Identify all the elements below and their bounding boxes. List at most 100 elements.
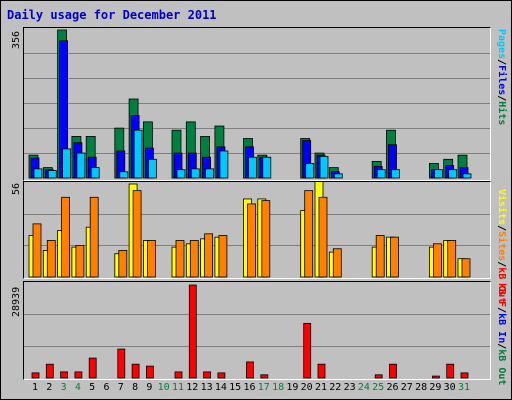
day-label: 12 <box>186 382 199 393</box>
day-label: 28 <box>415 382 428 393</box>
bar-pages <box>119 171 129 179</box>
bar-sites <box>390 236 399 278</box>
legend-top: Pages/Files/Hits <box>496 29 507 125</box>
bar-kbf <box>74 371 83 379</box>
bar-kbf <box>303 322 312 379</box>
day-label: 6 <box>103 382 110 393</box>
legend-entry: Files <box>496 65 507 96</box>
day-label: 16 <box>243 382 256 393</box>
bar-kbf <box>45 363 54 379</box>
kbytes-chart <box>24 284 490 379</box>
bar-kbf <box>260 374 269 379</box>
day-label: 18 <box>272 382 285 393</box>
bar-kbf <box>60 371 68 379</box>
bar-kbf <box>317 363 326 379</box>
bar-kbf <box>389 363 397 379</box>
bar-kbf <box>131 363 140 379</box>
day-label: 10 <box>157 382 170 393</box>
day-label: 30 <box>443 382 456 393</box>
bar-sites <box>147 240 156 278</box>
day-label: 4 <box>74 382 81 393</box>
chart-title: Daily usage for December 2011 <box>7 8 217 22</box>
bar-sites <box>332 248 342 278</box>
legend-entry: kB Out <box>496 349 507 386</box>
y-max-label-bot: 28939 <box>11 286 22 317</box>
bar-pages <box>176 169 186 179</box>
bar-sites <box>318 196 328 278</box>
bar-sites <box>46 240 56 278</box>
day-label: 29 <box>429 382 442 393</box>
hits-panel <box>23 27 491 181</box>
bar-pages <box>219 150 229 179</box>
day-label: 20 <box>300 382 313 393</box>
day-label: 3 <box>60 382 67 393</box>
day-label: 11 <box>171 382 185 393</box>
bar-sites <box>175 240 185 278</box>
bar-sites <box>89 196 99 278</box>
day-label: 15 <box>229 382 242 393</box>
day-label: 5 <box>89 382 96 393</box>
legend-entry: Hits <box>496 101 507 126</box>
bar-sites <box>261 200 271 278</box>
bar-kbf <box>188 284 197 379</box>
bar-pages <box>47 170 57 179</box>
bar-kbf <box>431 375 440 379</box>
bar-pages <box>76 152 86 179</box>
bar-sites <box>75 245 85 278</box>
bar-pages <box>248 156 257 179</box>
day-label: 2 <box>46 382 53 393</box>
day-label: 19 <box>286 382 299 393</box>
bar-sites <box>61 196 70 278</box>
y-max-label-mid: 56 <box>11 182 22 195</box>
bar-sites <box>189 240 199 278</box>
bar-sites <box>375 235 385 278</box>
kbytes-panel <box>23 281 491 380</box>
bar-pages <box>262 156 272 179</box>
day-label: 1 <box>31 382 39 393</box>
bar-sites <box>461 258 471 278</box>
bar-sites <box>304 190 314 278</box>
bar-pages <box>148 158 157 179</box>
bar-pages <box>391 169 400 179</box>
bar-pages <box>305 163 315 179</box>
bar-kbf <box>460 372 469 379</box>
bar-pages <box>433 169 443 179</box>
day-label: 26 <box>386 382 399 393</box>
bar-sites <box>32 223 42 278</box>
bar-kbf <box>88 357 97 379</box>
day-axis: 1 2 3 4 5 6 7 8 9 10 11 12 13 14 15 16 17 18 19 20 21 22 23 24 2… <box>23 382 489 396</box>
bar-kbf <box>174 371 183 379</box>
bar-pages <box>333 173 343 179</box>
day-label: 22 <box>329 382 342 393</box>
bar-pages <box>376 169 386 179</box>
legend-entry: Visits <box>496 189 507 226</box>
bar-kbf <box>203 371 212 379</box>
bar-pages <box>33 168 43 179</box>
bar-sites <box>204 233 214 278</box>
day-label: 23 <box>343 382 356 393</box>
bar-sites <box>218 235 228 278</box>
day-label: 25 <box>372 382 385 393</box>
y-max-label-top: 356 <box>11 30 22 49</box>
day-label: 31 <box>457 382 471 393</box>
bar-kbf <box>246 361 254 379</box>
bar-kbf <box>217 372 226 379</box>
bar-pages <box>62 148 71 179</box>
hits-chart <box>24 29 490 179</box>
bar-pages <box>462 173 472 179</box>
bar-sites <box>118 250 128 278</box>
day-label: 24 <box>357 382 370 393</box>
day-label: 17 <box>257 382 270 393</box>
visits-panel <box>23 181 491 279</box>
bar-sites <box>447 240 457 278</box>
bar-sites <box>432 243 442 278</box>
bar-kbf <box>146 365 154 379</box>
bar-pages <box>205 168 215 179</box>
legend-entry: kB F <box>496 283 507 308</box>
day-label: 14 <box>214 382 227 393</box>
bar-kbf <box>117 348 126 379</box>
legend-entry: Pages <box>496 29 507 60</box>
bar-pages <box>90 167 100 179</box>
day-label: 7 <box>117 382 124 393</box>
